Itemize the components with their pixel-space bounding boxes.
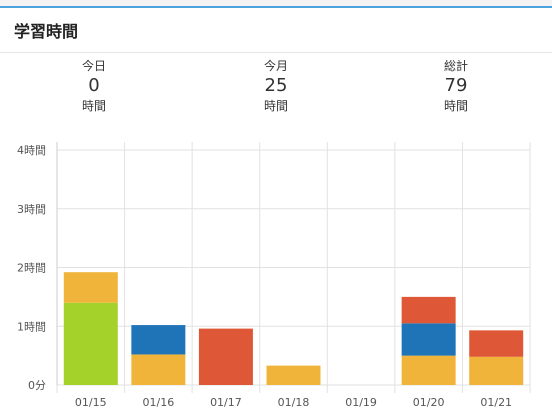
x-tick-label: 01/17 bbox=[210, 396, 242, 409]
x-tick-label: 01/16 bbox=[143, 396, 175, 409]
y-tick-label: 4時間 bbox=[17, 144, 46, 157]
bar-segment-red bbox=[401, 296, 456, 324]
stat-today-value: 0 bbox=[88, 75, 100, 96]
bar-segment-red bbox=[198, 328, 253, 385]
x-tick-label: 01/20 bbox=[413, 396, 445, 409]
stat-total-unit: 時間 bbox=[443, 99, 468, 113]
stat-month-value: 25 bbox=[264, 75, 288, 96]
stat-total-value: 79 bbox=[444, 75, 468, 96]
bar-segment-yellow bbox=[401, 355, 456, 385]
bar-segment-yellow bbox=[469, 356, 524, 385]
stat-month: 今月 25 時間 bbox=[216, 58, 336, 114]
stat-total: 総計 79 時間 bbox=[396, 58, 516, 114]
x-tick-label: 01/21 bbox=[480, 396, 512, 409]
card-header: 学習時間 bbox=[0, 8, 552, 53]
bar-segment-yellow bbox=[63, 272, 118, 303]
bar-segment-green bbox=[63, 302, 118, 385]
bar-segment-yellow bbox=[131, 354, 186, 385]
y-tick-label: 0分 bbox=[28, 379, 46, 392]
y-tick-label: 3時間 bbox=[17, 203, 46, 216]
x-tick-label: 01/15 bbox=[75, 396, 107, 409]
stats-summary: 今日 0 時間 今月 25 時間 総計 79 時間 bbox=[0, 58, 552, 122]
stat-today: 今日 0 時間 bbox=[34, 58, 154, 114]
bar-segment-blue bbox=[131, 325, 186, 355]
y-tick-label: 1時間 bbox=[17, 320, 46, 333]
stat-total-label: 総計 bbox=[443, 59, 468, 73]
y-tick-label: 2時間 bbox=[17, 262, 46, 275]
stat-month-unit: 時間 bbox=[263, 99, 288, 113]
bar-segment-yellow bbox=[266, 365, 321, 385]
bar-segment-blue bbox=[401, 323, 456, 356]
bar-segment-red bbox=[469, 330, 524, 357]
card-title: 学習時間 bbox=[14, 22, 79, 41]
stat-today-unit: 時間 bbox=[81, 99, 106, 113]
x-tick-label: 01/18 bbox=[278, 396, 310, 409]
stat-today-label: 今日 bbox=[81, 59, 106, 73]
x-tick-label: 01/19 bbox=[345, 396, 377, 409]
stat-month-label: 今月 bbox=[263, 59, 288, 73]
